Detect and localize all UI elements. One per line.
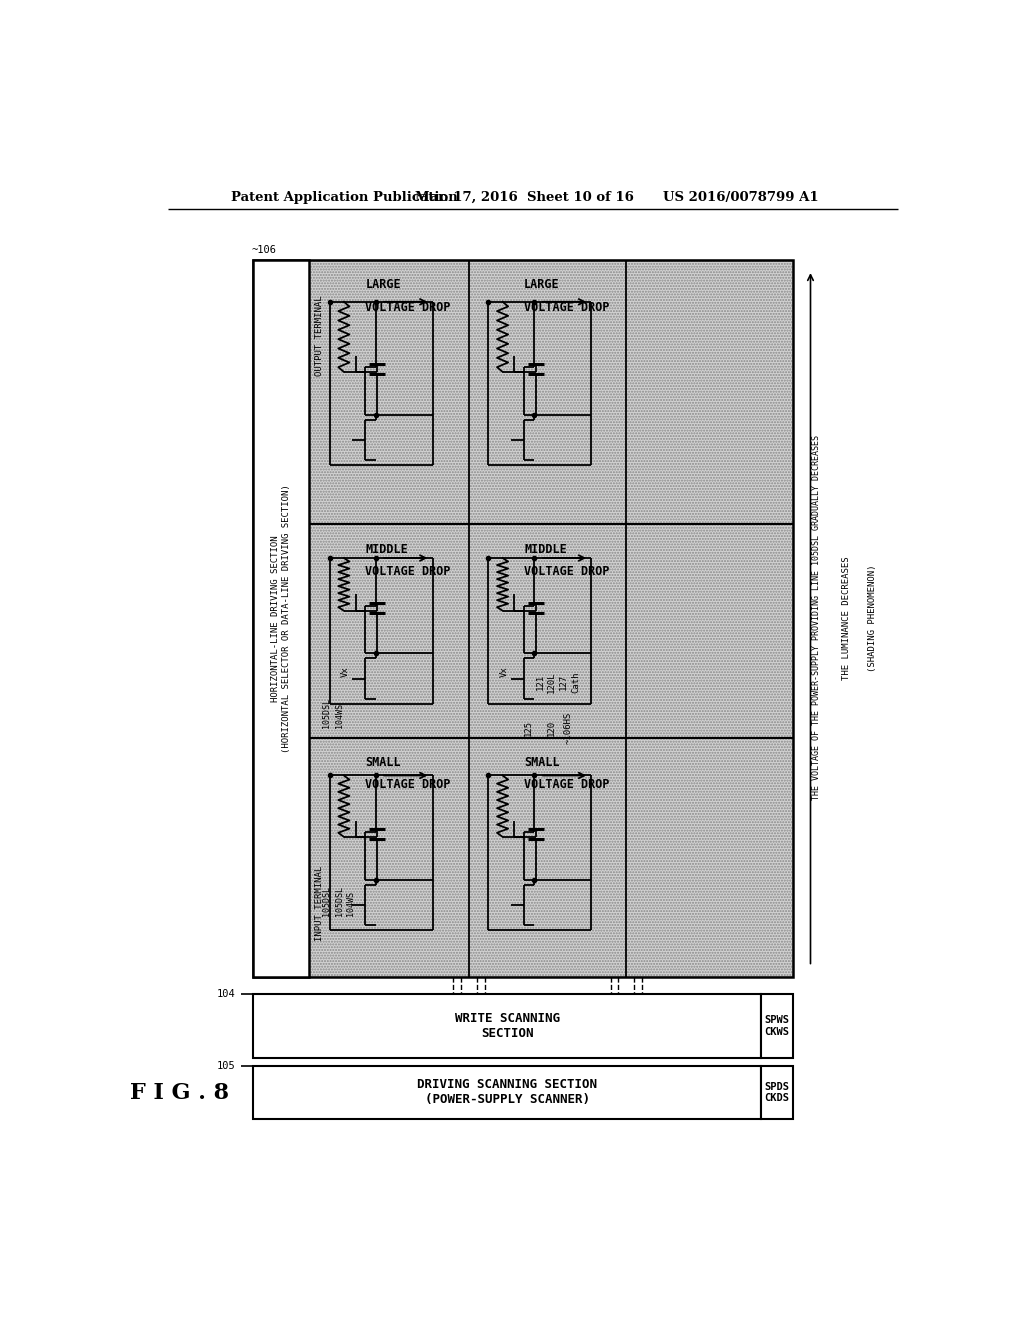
Text: (SHADING PHENOMENON): (SHADING PHENOMENON) [868,564,877,672]
Text: 120: 120 [547,719,556,735]
Text: Vx: Vx [500,667,509,677]
Text: LARGE: LARGE [366,279,401,292]
Text: 105DSL: 105DSL [322,697,331,727]
Bar [309,260,793,977]
Text: F I G . 8: F I G . 8 [130,1082,229,1105]
Text: 127: 127 [559,673,568,690]
Text: VOLTAGE DROP: VOLTAGE DROP [524,565,609,578]
Bar [761,1067,793,1119]
Bar [253,1067,761,1119]
Text: 121: 121 [536,673,545,690]
Text: SPWS
CKWS: SPWS CKWS [765,1015,790,1036]
Text: 105DSL: 105DSL [335,886,344,916]
Bar [253,994,761,1057]
Text: VOLTAGE DROP: VOLTAGE DROP [524,779,609,792]
Text: VOLTAGE DROP: VOLTAGE DROP [366,565,451,578]
Text: 125: 125 [523,719,532,735]
Text: 104WS: 104WS [346,891,354,916]
Text: WRITE SCANNING
SECTION: WRITE SCANNING SECTION [455,1012,560,1040]
Text: OUTPUT TERMINAL: OUTPUT TERMINAL [314,296,324,376]
Text: US 2016/0078799 A1: US 2016/0078799 A1 [663,190,818,203]
Bar [309,260,793,977]
Bar [309,260,793,977]
Text: SMALL: SMALL [524,756,560,770]
Text: Vx: Vx [341,667,350,677]
Text: Mar. 17, 2016  Sheet 10 of 16: Mar. 17, 2016 Sheet 10 of 16 [416,190,634,203]
Text: INPUT TERMINAL: INPUT TERMINAL [314,866,324,941]
Text: 104: 104 [217,989,236,999]
Text: VOLTAGE DROP: VOLTAGE DROP [366,301,451,314]
Text: VOLTAGE DROP: VOLTAGE DROP [366,779,451,792]
Text: Patent Application Publication: Patent Application Publication [231,190,458,203]
Text: THE LUMINANCE DECREASES: THE LUMINANCE DECREASES [842,556,851,680]
Text: THE VOLTAGE OF THE POWER-SUPPLY PROVIDING LINE 105DSL GRADUALLY DECREASES: THE VOLTAGE OF THE POWER-SUPPLY PROVIDIN… [812,436,820,800]
Text: VOLTAGE DROP: VOLTAGE DROP [524,301,609,314]
Text: 104WS: 104WS [335,702,344,727]
Text: 105DSL: 105DSL [322,886,331,916]
Text: Cath: Cath [571,671,580,693]
Bar [761,994,793,1057]
Text: ~106: ~106 [252,246,276,255]
Text: DRIVING SCANNING SECTION
(POWER-SUPPLY SCANNER): DRIVING SCANNING SECTION (POWER-SUPPLY S… [418,1078,597,1106]
Text: 120L: 120L [547,671,556,693]
Text: MIDDLE: MIDDLE [524,543,566,556]
Text: ~106HS: ~106HS [563,711,572,743]
Bar [253,260,309,977]
Text: 105: 105 [217,1061,236,1071]
Bar [253,260,793,977]
Text: HORIZONTAL-LINE DRIVING SECTION
(HORIZONTAL SELECTOR OR DATA-LINE DRIVING SECTIO: HORIZONTAL-LINE DRIVING SECTION (HORIZON… [271,484,291,752]
Text: MIDDLE: MIDDLE [366,543,408,556]
Text: LARGE: LARGE [524,279,560,292]
Text: SPDS
CKDS: SPDS CKDS [765,1081,790,1104]
Text: SMALL: SMALL [366,756,401,770]
